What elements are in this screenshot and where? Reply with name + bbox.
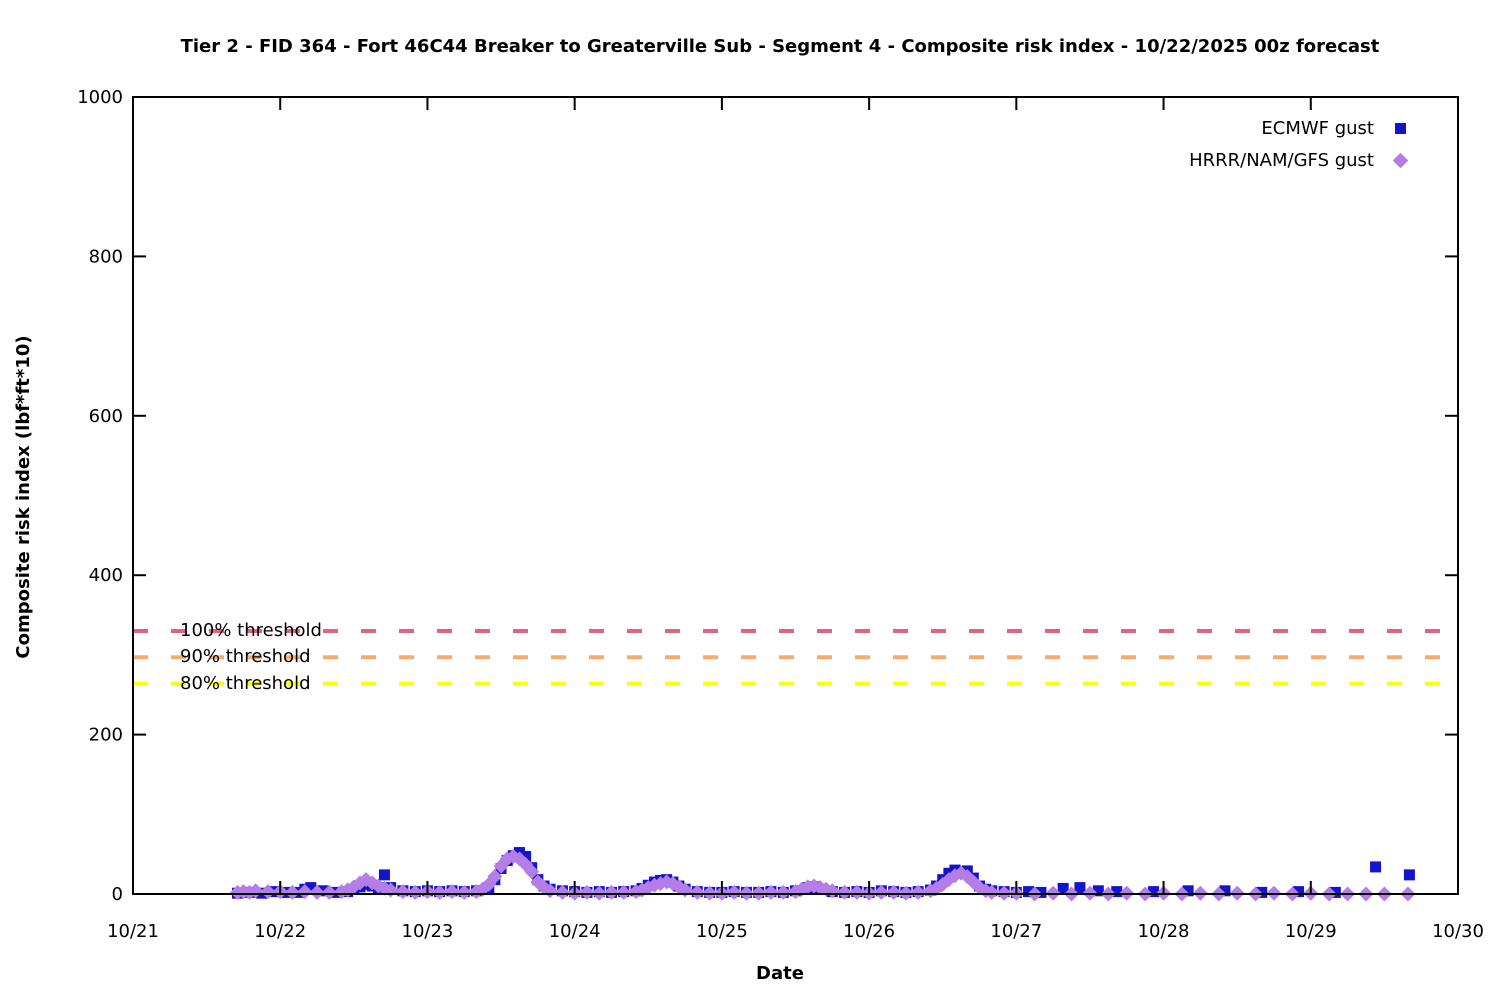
data-point-square [1111, 886, 1123, 898]
data-point-square [520, 851, 532, 863]
x-tick-label: 10/29 [1285, 921, 1337, 942]
data-point-diamond [284, 884, 300, 900]
data-point-square [1035, 886, 1047, 898]
x-tick-label: 10/24 [549, 921, 601, 942]
data-point-diamond [554, 884, 570, 900]
data-point-square [1074, 882, 1086, 894]
threshold-label-90: 90% threshold [180, 646, 311, 668]
data-point-diamond [456, 884, 472, 900]
hrrr-diamond-marker-icon [1374, 152, 1426, 168]
data-point-diamond [873, 884, 889, 900]
y-tick-label: 600 [89, 406, 123, 427]
data-point-diamond [297, 884, 313, 900]
data-point-diamond [837, 884, 853, 900]
data-point-diamond [886, 884, 902, 900]
data-point-diamond [432, 884, 448, 900]
threshold-label-100: 100% threshold [180, 619, 322, 641]
data-point-diamond [487, 868, 503, 884]
legend: ECMWF gust HRRR/NAM/GFS gust [1189, 112, 1426, 176]
legend-item-ecmwf: ECMWF gust [1189, 112, 1426, 144]
data-point-square [1370, 861, 1382, 873]
legend-label-ecmwf: ECMWF gust [1261, 117, 1374, 139]
data-point-square [1256, 886, 1268, 898]
data-point-square [1182, 885, 1194, 897]
data-point-diamond [689, 884, 705, 900]
legend-label-hrrr: HRRR/NAM/GFS gust [1189, 149, 1374, 171]
data-point-square [1023, 886, 1035, 898]
data-point-square [1057, 882, 1069, 894]
data-point-diamond [775, 884, 791, 900]
y-tick-label: 400 [89, 565, 123, 586]
data-point-diamond [444, 884, 460, 900]
data-point-diamond [726, 884, 742, 900]
data-point-diamond [309, 884, 325, 900]
data-point-square [1092, 885, 1104, 897]
data-point-diamond [763, 884, 779, 900]
data-point-diamond [524, 864, 540, 880]
x-tick-label: 10/30 [1432, 921, 1484, 942]
data-point-square [1403, 869, 1415, 881]
data-point-square [1219, 885, 1231, 897]
legend-item-hrrr: HRRR/NAM/GFS gust [1189, 144, 1426, 176]
data-point-diamond [260, 884, 276, 900]
x-axis-label: Date [756, 963, 804, 984]
threshold-label-80: 80% threshold [180, 672, 311, 694]
data-point-square [1329, 886, 1341, 898]
x-tick-label: 10/27 [990, 921, 1042, 942]
data-point-diamond [603, 884, 619, 900]
data-point-square [1148, 886, 1160, 898]
x-tick-label: 10/25 [696, 921, 748, 942]
plot-border [132, 96, 1459, 895]
data-point-square [1293, 886, 1305, 898]
y-tick-label: 200 [89, 725, 123, 746]
data-point-diamond [984, 884, 1000, 900]
x-tick-label: 10/28 [1138, 921, 1190, 942]
data-point-diamond [407, 884, 423, 900]
ecmwf-square-marker-icon [1374, 122, 1426, 134]
x-tick-label: 10/26 [843, 921, 895, 942]
data-point-diamond [579, 884, 595, 900]
chart-title: Tier 2 - FID 364 - Fort 46C44 Breaker to… [180, 36, 1380, 57]
x-tick-label: 10/21 [107, 921, 159, 942]
data-point-square [378, 869, 390, 881]
y-tick-label: 800 [89, 246, 123, 267]
data-point-square [305, 882, 317, 894]
y-tick-label: 0 [112, 884, 123, 905]
x-tick-label: 10/22 [254, 921, 306, 942]
y-tick-label: 1000 [77, 87, 123, 108]
x-tick-label: 10/23 [402, 921, 454, 942]
data-point-diamond [849, 884, 865, 900]
data-point-diamond [616, 884, 632, 900]
data-point-diamond [910, 884, 926, 900]
data-point-square [317, 885, 329, 897]
data-point-diamond [395, 884, 411, 900]
data-point-diamond [321, 884, 337, 900]
